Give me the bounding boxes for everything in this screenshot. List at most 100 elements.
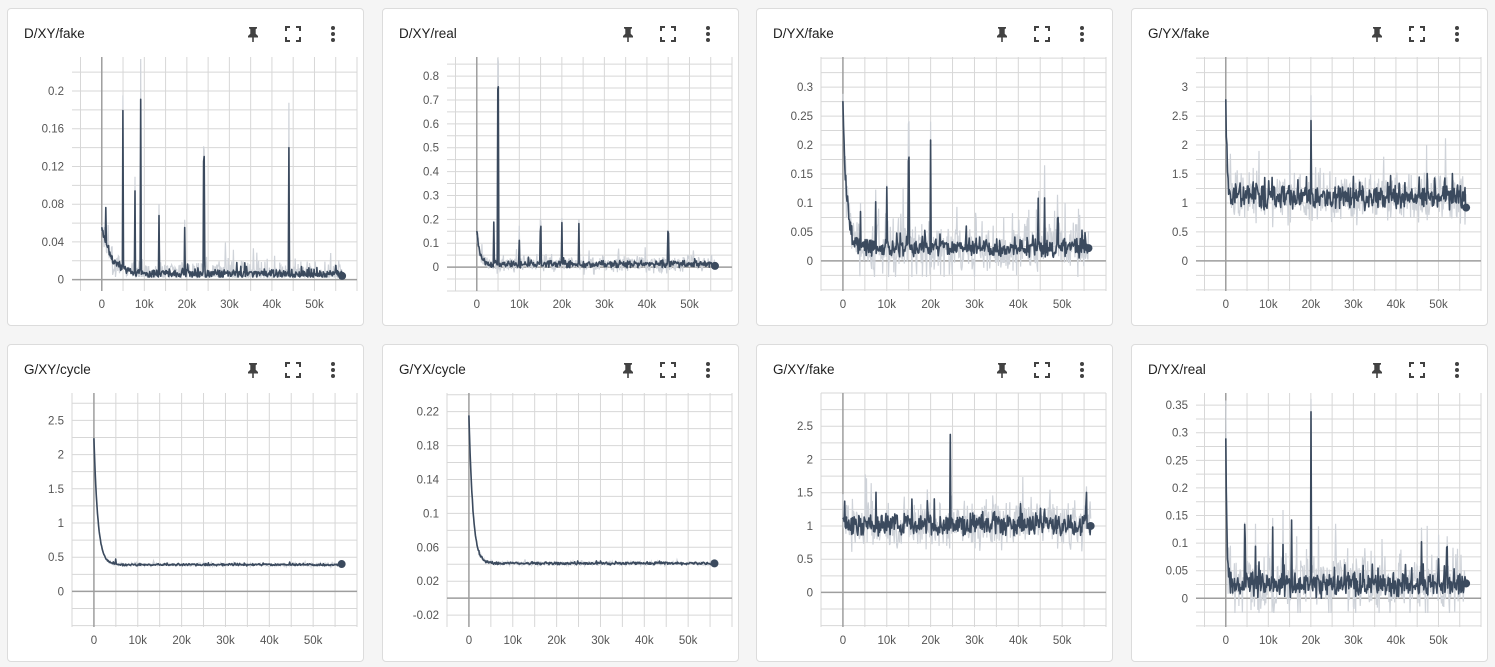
pin-icon — [995, 26, 1009, 42]
y-tick-label: 0.05 — [1166, 566, 1188, 578]
more-vert-icon — [330, 25, 336, 43]
chart-card-7: 0 10k 20k 30k 40k 50k 0 0.5 1 1.5 2 2.5 G/XY/fake — [756, 344, 1113, 662]
fullscreen-button[interactable] — [1022, 23, 1062, 45]
pin-button[interactable] — [608, 359, 648, 381]
chart-plot: 0 10k 20k 30k 40k 50k 0 0.05 0.1 0.15 0.2 0.25 0.3 — [791, 57, 1107, 311]
y-tick-label: -0.02 — [413, 610, 439, 622]
y-tick-label: 0.15 — [791, 169, 813, 181]
last-value-point — [710, 261, 719, 270]
x-tick-label: 10k — [503, 635, 522, 647]
more-options-button[interactable] — [1437, 23, 1477, 45]
y-tick-label: 0.2 — [797, 140, 813, 152]
smoothed-series-line — [93, 438, 343, 567]
y-tick-label: 0 — [433, 262, 439, 274]
pin-button[interactable] — [608, 23, 648, 45]
raw-series-line — [93, 438, 343, 570]
smoothed-series-line — [468, 415, 715, 566]
fullscreen-button[interactable] — [648, 359, 688, 381]
x-tick-label: 30k — [965, 635, 984, 647]
y-tick-label: 0.08 — [42, 199, 64, 211]
x-tick-label: 0 — [840, 299, 846, 311]
last-value-point — [337, 560, 346, 569]
y-tick-label: 0.1 — [1172, 538, 1188, 550]
pin-button[interactable] — [982, 23, 1022, 45]
y-tick-label: 0.1 — [797, 198, 813, 210]
y-tick-label: 0.06 — [417, 542, 439, 554]
fullscreen-button[interactable] — [1397, 359, 1437, 381]
more-options-button[interactable] — [1437, 359, 1477, 381]
fullscreen-button[interactable] — [273, 359, 313, 381]
card-actions — [1357, 359, 1477, 381]
last-value-point — [1084, 244, 1093, 253]
x-tick-label: 10k — [510, 299, 529, 311]
last-value-point — [710, 559, 719, 568]
fullscreen-button[interactable] — [273, 23, 313, 45]
fullscreen-button[interactable] — [1397, 23, 1437, 45]
x-tick-label: 40k — [1009, 299, 1028, 311]
chart-title: G/XY/cycle — [24, 362, 91, 377]
smoothed-series-line — [476, 86, 716, 269]
card-actions — [608, 23, 728, 45]
last-value-point — [1086, 521, 1095, 530]
x-tick-label: 20k — [1302, 635, 1321, 647]
y-tick-label: 0.22 — [417, 407, 439, 419]
x-tick-label: 30k — [1344, 299, 1363, 311]
x-tick-label: 30k — [1344, 635, 1363, 647]
x-tick-label: 40k — [638, 299, 657, 311]
more-vert-icon — [1079, 25, 1085, 43]
x-tick-label: 40k — [1387, 299, 1406, 311]
chart-title: D/YX/fake — [773, 26, 834, 41]
chart-plot: 0 10k 20k 30k 40k 50k 0 0.05 0.1 0.15 0.2 0.25 0.3 0.… — [1166, 393, 1482, 647]
smoothed-series-line — [1225, 99, 1467, 212]
y-tick-label: 0.2 — [48, 86, 64, 98]
pin-button[interactable] — [1357, 23, 1397, 45]
x-tick-label: 10k — [877, 299, 896, 311]
pin-button[interactable] — [1357, 359, 1397, 381]
more-options-button[interactable] — [688, 23, 728, 45]
x-tick-label: 10k — [1259, 299, 1278, 311]
x-tick-label: 20k — [178, 299, 197, 311]
x-tick-label: 40k — [1009, 635, 1028, 647]
chart-plot: 0 10k 20k 30k 40k 50k -0.02 0.02 0.06 0.1 0.14 0.18… — [413, 393, 733, 647]
x-tick-label: 0 — [91, 635, 97, 647]
fullscreen-icon — [1034, 362, 1050, 378]
fullscreen-icon — [1409, 362, 1425, 378]
raw-series-line — [1225, 398, 1467, 614]
pin-button[interactable] — [233, 359, 273, 381]
chart-title: G/YX/fake — [1148, 26, 1210, 41]
chart-title: G/XY/fake — [773, 362, 835, 377]
fullscreen-icon — [1409, 26, 1425, 42]
card-actions — [233, 23, 353, 45]
card-actions — [233, 359, 353, 381]
more-vert-icon — [1454, 25, 1460, 43]
chart-title: D/XY/fake — [24, 26, 85, 41]
more-options-button[interactable] — [313, 359, 353, 381]
x-tick-label: 50k — [1429, 299, 1448, 311]
fullscreen-button[interactable] — [1022, 359, 1062, 381]
more-options-button[interactable] — [1062, 359, 1102, 381]
x-tick-label: 20k — [547, 635, 566, 647]
y-tick-label: 0 — [1182, 593, 1188, 605]
x-tick-label: 40k — [263, 299, 282, 311]
x-tick-label: 30k — [595, 299, 614, 311]
card-actions — [982, 23, 1102, 45]
more-options-button[interactable] — [1062, 23, 1102, 45]
more-vert-icon — [705, 361, 711, 379]
pin-button[interactable] — [982, 359, 1022, 381]
card-actions — [608, 359, 728, 381]
more-options-button[interactable] — [313, 23, 353, 45]
x-tick-label: 30k — [591, 635, 610, 647]
pin-button[interactable] — [233, 23, 273, 45]
x-tick-label: 40k — [1387, 635, 1406, 647]
chart-card-6: 0 10k 20k 30k 40k 50k -0.02 0.02 0.06 0.1 0.14 0.18… — [382, 344, 739, 662]
more-options-button[interactable] — [688, 359, 728, 381]
y-tick-label: 0.16 — [42, 124, 64, 136]
y-tick-label: 0 — [807, 587, 813, 599]
y-tick-label: 0.3 — [1172, 428, 1188, 440]
chart-card-5: 0 10k 20k 30k 40k 50k 0 0.5 1 1.5 2 2.5 G/XY/cycle — [7, 344, 364, 662]
y-tick-label: 1 — [58, 518, 64, 530]
fullscreen-icon — [660, 362, 676, 378]
x-tick-label: 0 — [1223, 299, 1229, 311]
fullscreen-button[interactable] — [648, 23, 688, 45]
y-tick-label: 0.5 — [48, 552, 64, 564]
